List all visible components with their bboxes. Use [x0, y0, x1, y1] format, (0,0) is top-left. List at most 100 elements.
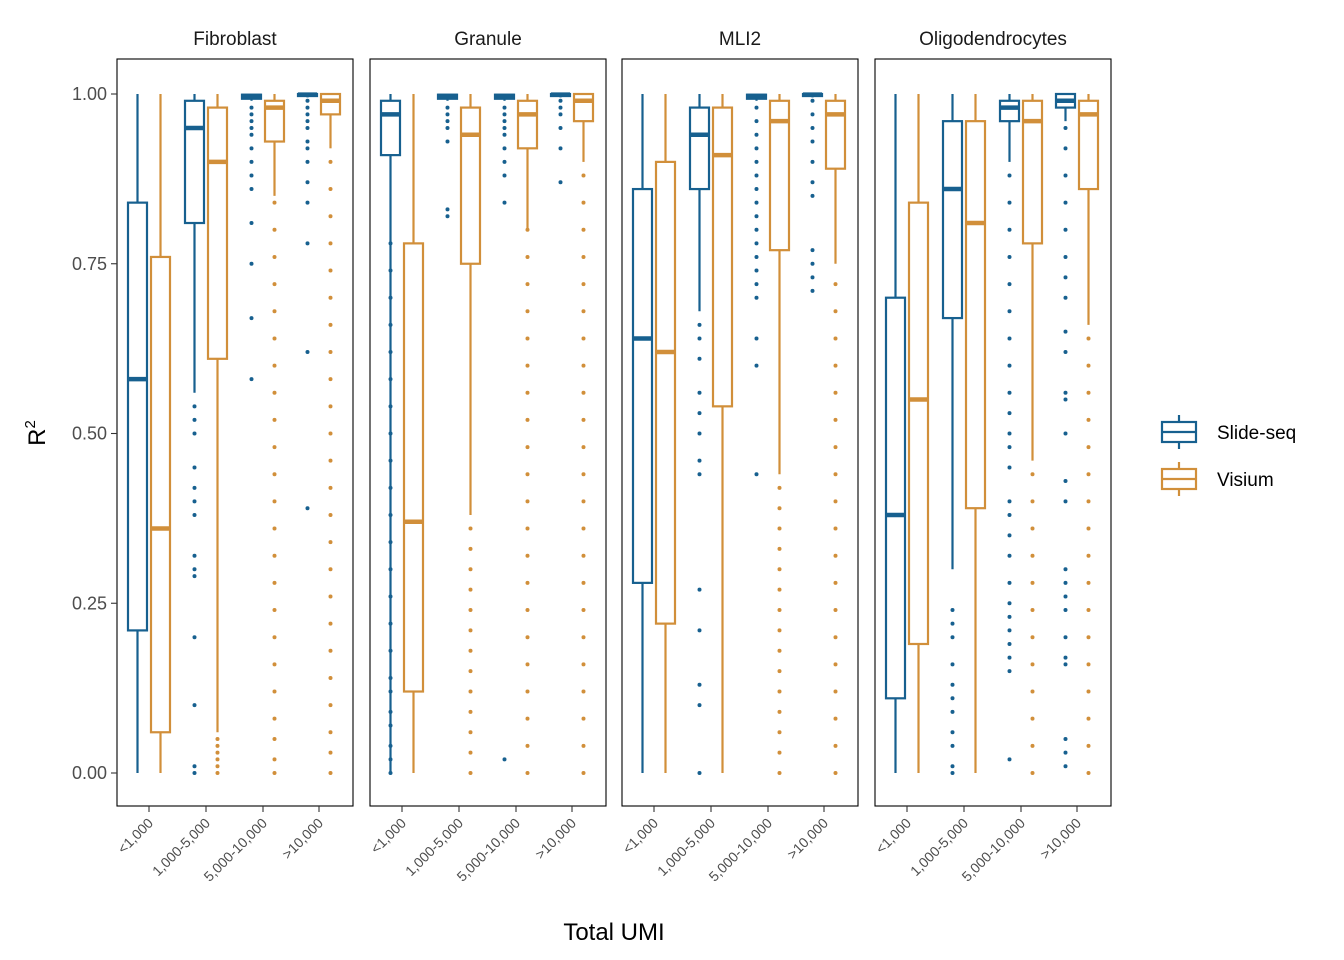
outlier-point [525, 309, 530, 314]
legend-key [1160, 415, 1198, 449]
outlier-point [328, 512, 333, 517]
box-element [768, 94, 791, 775]
outlier-point [445, 112, 450, 117]
outlier-point [581, 580, 586, 585]
outlier-point [328, 730, 333, 735]
outlier-point [833, 390, 838, 395]
outlier-point [272, 472, 277, 477]
outlier-point [192, 499, 197, 504]
outlier-point [810, 159, 815, 164]
outlier-point [1007, 580, 1012, 585]
outlier-point [833, 608, 838, 613]
outlier-point [581, 689, 586, 694]
box-element [998, 94, 1021, 762]
outlier-point [1063, 295, 1068, 300]
outlier-point [502, 112, 507, 117]
outlier-point [581, 771, 586, 775]
outlier-point [833, 716, 838, 721]
outlier-point [525, 716, 530, 721]
outlier-point [1063, 275, 1068, 280]
outlier-point [388, 431, 393, 436]
outlier-point [272, 254, 277, 259]
outlier-point [328, 295, 333, 300]
outlier-point [272, 662, 277, 667]
iqr-box [459, 106, 482, 265]
box-element [745, 93, 768, 477]
outlier-point [833, 363, 838, 368]
x-tick-label: >10,000 [279, 815, 327, 863]
outlier-point [215, 750, 220, 755]
outlier-point [328, 214, 333, 219]
iqr-box [884, 296, 907, 700]
outlier-point [1086, 472, 1091, 477]
x-tick-label: <1,000 [114, 815, 156, 857]
outlier-point [754, 363, 759, 368]
outlier-point [1086, 716, 1091, 721]
outlier-point [754, 132, 759, 137]
outlier-point [833, 336, 838, 341]
outlier-point [272, 445, 277, 450]
outlier-point [328, 268, 333, 273]
outlier-point [1007, 336, 1012, 341]
outlier-point [754, 214, 759, 219]
outlier-point [388, 689, 393, 694]
outlier-point [777, 730, 782, 735]
box-element [436, 93, 459, 219]
outlier-point [833, 282, 838, 287]
outlier-point [328, 187, 333, 192]
outlier-point [777, 669, 782, 674]
outlier-point [388, 757, 393, 762]
outlier-point [328, 458, 333, 463]
outlier-point [1007, 282, 1012, 287]
outlier-point [777, 587, 782, 592]
panel-border [621, 58, 859, 807]
outlier-point [697, 431, 702, 436]
outlier-point [777, 506, 782, 511]
outlier-point [777, 567, 782, 572]
outlier-point [328, 750, 333, 755]
series-group [654, 94, 847, 775]
outlier-point [328, 540, 333, 545]
outlier-point [328, 377, 333, 382]
outlier-point [388, 512, 393, 517]
outlier-point [950, 662, 955, 667]
outlier-point [192, 703, 197, 708]
outlier-point [810, 248, 815, 253]
outlier-point [249, 261, 254, 266]
outlier-point [328, 322, 333, 327]
outlier-point [272, 309, 277, 314]
legend-key [1160, 462, 1198, 496]
legend-label: Visium [1217, 470, 1274, 491]
outlier-point [1086, 689, 1091, 694]
outlier-point [581, 662, 586, 667]
outlier-point [272, 580, 277, 585]
outlier-point [833, 771, 838, 775]
outlier-point [468, 669, 473, 674]
outlier-point [525, 499, 530, 504]
outlier-point [1030, 689, 1035, 694]
series-group [379, 92, 572, 775]
outlier-point [468, 750, 473, 755]
outlier-point [249, 187, 254, 192]
outlier-point [950, 709, 955, 714]
iqr-box [206, 106, 229, 360]
outlier-point [525, 336, 530, 341]
outlier-point [388, 709, 393, 714]
outlier-point [388, 621, 393, 626]
outlier-point [810, 139, 815, 144]
iqr-box [964, 120, 987, 510]
outlier-point [305, 98, 310, 103]
outlier-point [192, 553, 197, 558]
outlier-point [810, 288, 815, 293]
outlier-point [468, 567, 473, 572]
outlier-point [777, 750, 782, 755]
panel-border [874, 58, 1112, 807]
outlier-point [502, 105, 507, 110]
outlier-point [581, 200, 586, 205]
box-element [711, 94, 734, 773]
outlier-point [1086, 445, 1091, 450]
outlier-point [272, 771, 277, 775]
outlier-point [328, 594, 333, 599]
outlier-point [525, 282, 530, 287]
